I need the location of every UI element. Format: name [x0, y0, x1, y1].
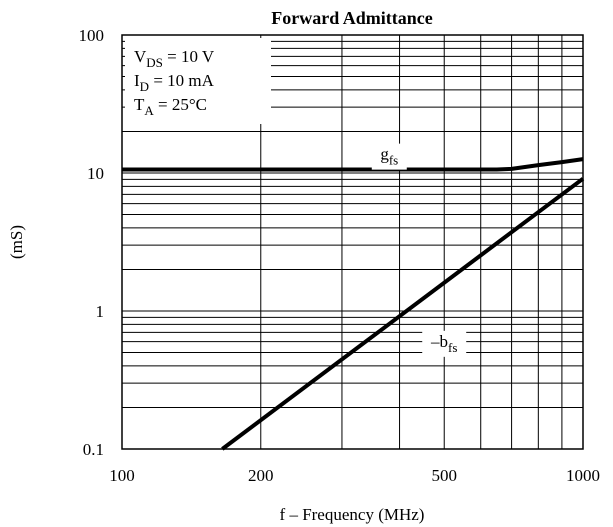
y-tick-labels: 100 10 1 0.1	[79, 26, 105, 459]
series-layer: gfs –bfs	[122, 143, 585, 451]
y-tick-label: 10	[87, 164, 104, 183]
plot-frame	[121, 34, 584, 450]
x-tick-label: 100	[109, 466, 135, 485]
y-axis-label: (mS)	[7, 225, 26, 259]
conditions-background	[125, 38, 271, 124]
x-tick-label: 1000	[566, 466, 600, 485]
y-tick-label: 100	[79, 26, 105, 45]
y-tick-label: 1	[96, 302, 105, 321]
chart-title: Forward Admittance	[271, 8, 432, 28]
series-label-0: gfs	[380, 145, 398, 168]
condition-line: ID = 10 mA	[134, 71, 215, 94]
x-tick-labels: 100 200 500 1000	[109, 466, 600, 485]
grid	[122, 35, 583, 449]
series-label-background	[371, 143, 407, 170]
condition-line: TA = 25°C	[134, 95, 207, 118]
condition-line: VDS = 10 V	[134, 47, 215, 70]
series-label-background	[422, 330, 467, 357]
x-axis-label: f – Frequency (MHz)	[280, 505, 425, 524]
x-tick-label: 500	[431, 466, 457, 485]
series-line-0	[122, 157, 584, 172]
x-tick-label: 200	[248, 466, 274, 485]
y-tick-label: 0.1	[83, 440, 104, 459]
series-label-1: –bfs	[430, 332, 457, 355]
series-line-1	[221, 177, 585, 451]
